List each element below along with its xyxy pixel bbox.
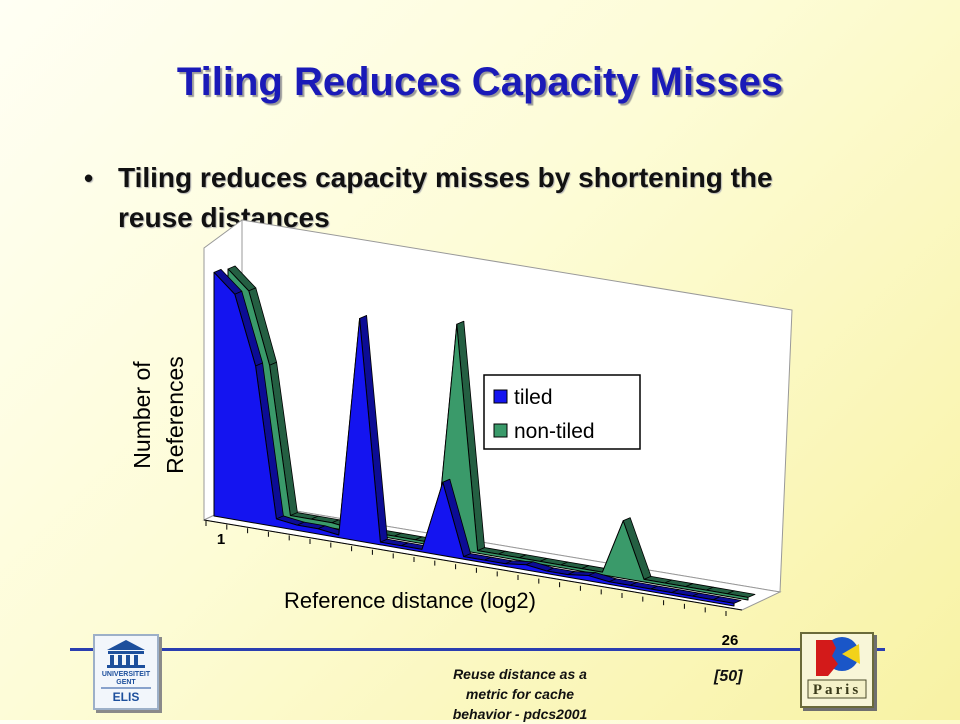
- series-area-1: [227, 268, 749, 601]
- footer-caption: Reuse distance as a metric for cache beh…: [420, 664, 620, 724]
- chart-ticks: [203, 519, 743, 616]
- paris-logo-text: Paris: [813, 682, 861, 698]
- paris-logo-icon: Paris: [807, 637, 867, 699]
- footer-caption-line-2: metric for cache: [465, 686, 575, 702]
- x-axis-label: Reference distance (log2): [284, 588, 536, 613]
- logo-text-line-3: ELIS: [113, 690, 140, 704]
- paris-logo: Paris: [800, 632, 874, 708]
- series-area-0: [213, 271, 735, 607]
- x-axis-line: [203, 519, 743, 611]
- logo-text-line-2: GENT: [116, 679, 136, 686]
- y-axis-label-line-2: References: [162, 356, 188, 474]
- university-logo: UNIVERSITEIT GENT ELIS: [93, 634, 159, 710]
- chart-legend: tiled non-tiled: [483, 374, 641, 450]
- x-tick-label-last: 26: [722, 632, 739, 649]
- legend-swatch-non-tiled: [493, 423, 508, 438]
- legend-label-tiled: tiled: [514, 386, 553, 409]
- footer-divider: [70, 648, 885, 651]
- y-axis-label-line-1: Number of: [129, 361, 155, 469]
- legend-swatch-tiled: [493, 389, 508, 404]
- page-number: [50]: [714, 668, 743, 685]
- slide-title: Tiling Reduces Capacity Misses: [176, 60, 784, 104]
- chart-series: [213, 265, 756, 607]
- x-tick-label-first: 1: [217, 531, 225, 548]
- bullet-point: • Tiling reduces capacity misses by shor…: [84, 158, 844, 238]
- legend-label-non-tiled: non-tiled: [514, 420, 595, 443]
- bullet-text: Tiling reduces capacity misses by shorte…: [118, 162, 773, 233]
- footer-caption-line-3: behavior - pdcs2001: [452, 706, 588, 722]
- university-building-icon: UNIVERSITEIT GENT ELIS: [101, 640, 151, 704]
- logo-text-line-1: UNIVERSITEIT: [102, 671, 151, 678]
- bullet-dot-icon: •: [84, 163, 94, 193]
- footer-caption-line-1: Reuse distance as a: [453, 666, 587, 682]
- legend-box: [483, 374, 641, 450]
